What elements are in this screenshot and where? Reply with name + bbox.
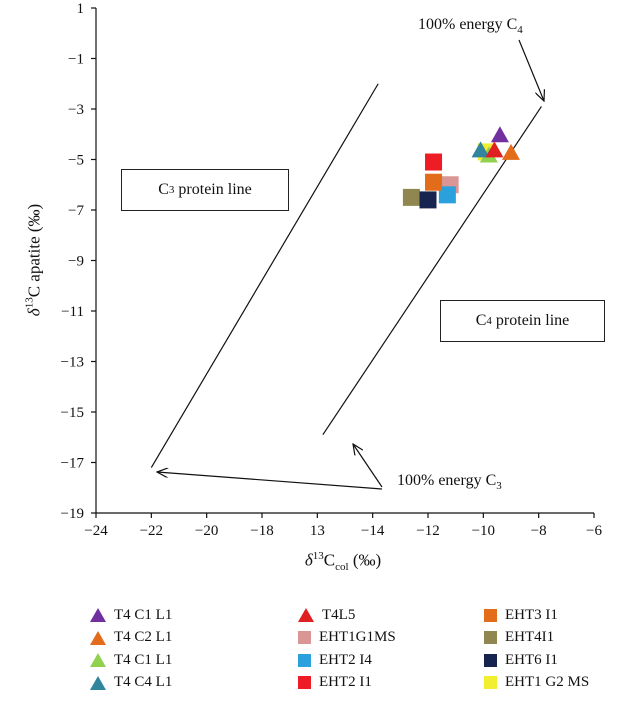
c4-box-rest: protein line	[492, 312, 569, 330]
legend-item: T4 C1 L1	[90, 649, 172, 672]
x-axis-title-sub: col	[335, 561, 348, 573]
y-tick-label: −15	[61, 405, 84, 421]
legend-column-3: EHT3 I1 EHT4I1 EHT6 I1 EHT1 G2 MS	[484, 604, 589, 694]
c3-energy-arrow-lower	[157, 472, 382, 489]
legend-triangle-icon	[90, 608, 106, 622]
legend-item: EHT2 I4	[298, 649, 396, 672]
data-point-triangle	[491, 126, 509, 142]
legend-label: T4 C4 L1	[114, 674, 172, 691]
y-tick-label: −11	[61, 304, 84, 320]
legend-item: T4 C4 L1	[90, 672, 172, 695]
x-tick-label: −12	[416, 523, 439, 539]
data-point-square	[403, 189, 420, 206]
legend-column-1: T4 C1 L1 T4 C2 L1 T4 C1 L1 T4 C4 L1	[90, 604, 172, 694]
x-tick-label: −22	[140, 523, 163, 539]
legend-item: T4 C1 L1	[90, 604, 172, 627]
c3-energy-arrow-upper	[353, 444, 382, 487]
y-axis-title-delta: δ	[24, 308, 43, 316]
legend-label: T4 C1 L1	[114, 652, 172, 669]
legend-item: T4L5	[298, 604, 396, 627]
c3-protein-line	[151, 84, 378, 468]
legend-item: EHT1 G2 MS	[484, 672, 589, 695]
data-point-square	[420, 191, 437, 208]
c3-energy-annotation: 100% energy C3	[397, 472, 502, 492]
y-tick-label: 1	[77, 1, 85, 17]
x-axis-title-rest: (‰)	[349, 551, 382, 570]
y-tick-label: −9	[68, 254, 84, 270]
data-point-square	[425, 174, 442, 191]
x-tick-label: −10	[472, 523, 495, 539]
data-point-triangle	[502, 144, 520, 160]
legend-square-icon	[484, 654, 497, 667]
data-point-square	[425, 154, 442, 171]
legend: T4 C1 L1 T4 C2 L1 T4 C1 L1 T4 C4 L1 T4L5 EHT…	[0, 604, 634, 704]
legend-square-icon	[484, 631, 497, 644]
x-tick-label: −8	[531, 523, 547, 539]
legend-label: EHT6 I1	[505, 652, 558, 669]
reference-lines	[151, 40, 544, 489]
x-tick-label: 13	[310, 523, 325, 539]
y-tick-label: −17	[61, 456, 85, 472]
legend-item: EHT3 I1	[484, 604, 589, 627]
x-axis-title: δ13Ccol (‰)	[305, 550, 381, 573]
y-tick-label: −13	[61, 355, 84, 371]
legend-label: EHT2 I1	[319, 674, 372, 691]
c4-energy-sub: 4	[517, 24, 523, 36]
legend-label: EHT4I1	[505, 629, 554, 646]
x-tick-label: −20	[195, 523, 218, 539]
legend-label: EHT1 G2 MS	[505, 674, 589, 691]
legend-label: EHT3 I1	[505, 607, 558, 624]
c4-energy-main: 100% energy C	[418, 16, 517, 33]
legend-item: EHT4I1	[484, 627, 589, 650]
legend-label: EHT2 I4	[319, 652, 372, 669]
legend-label: T4 C2 L1	[114, 629, 172, 646]
legend-item: T4 C2 L1	[90, 627, 172, 650]
x-tick-label: −14	[361, 523, 385, 539]
legend-item: EHT1G1MS	[298, 627, 396, 650]
x-tick-label: −6	[586, 523, 602, 539]
y-axis-title-rest: C apatite (‰)	[24, 204, 43, 297]
legend-triangle-icon	[298, 608, 314, 622]
legend-item: EHT2 I1	[298, 672, 396, 695]
c4-box-main: C	[476, 312, 487, 330]
y-tick-label: −1	[68, 52, 84, 68]
y-tick-label: −19	[61, 506, 84, 522]
legend-column-2: T4L5 EHT1G1MS EHT2 I4 EHT2 I1	[298, 604, 396, 694]
legend-square-icon	[298, 676, 311, 689]
legend-square-icon	[298, 654, 311, 667]
legend-triangle-icon	[90, 653, 106, 667]
x-tick-label: −24	[84, 523, 108, 539]
legend-square-icon	[298, 631, 311, 644]
y-axis-title-sup: 13	[24, 297, 36, 308]
legend-triangle-icon	[90, 676, 106, 690]
legend-label: T4 C1 L1	[114, 607, 172, 624]
axes: 1 −1 −3 −5 −7 −9 −11 −13 −15 −17 −19−24 −22 −20 −18 13…	[61, 1, 603, 539]
x-axis-title-c: C	[324, 551, 335, 570]
legend-square-icon	[484, 676, 497, 689]
legend-label: T4L5	[322, 607, 355, 624]
c3-energy-sub: 3	[496, 480, 502, 492]
legend-square-icon	[484, 609, 497, 622]
y-tick-label: −5	[68, 153, 84, 169]
x-tick-label: −18	[250, 523, 273, 539]
c3-box-rest: protein line	[174, 181, 251, 199]
legend-label: EHT1G1MS	[319, 629, 396, 646]
legend-item: EHT6 I1	[484, 649, 589, 672]
c3-box-main: C	[158, 181, 169, 199]
x-axis-title-sup: 13	[313, 550, 324, 562]
x-axis-title-delta: δ	[305, 551, 313, 570]
y-tick-label: −7	[68, 203, 84, 219]
y-axis-title: δ13C apatite (‰)	[24, 204, 45, 316]
c4-energy-annotation: 100% energy C4	[418, 16, 523, 36]
c3-energy-main: 100% energy C	[397, 472, 496, 489]
y-tick-label: −3	[68, 102, 84, 118]
c4-energy-arrow	[519, 40, 544, 101]
legend-triangle-icon	[90, 631, 106, 645]
data-points	[403, 126, 520, 208]
